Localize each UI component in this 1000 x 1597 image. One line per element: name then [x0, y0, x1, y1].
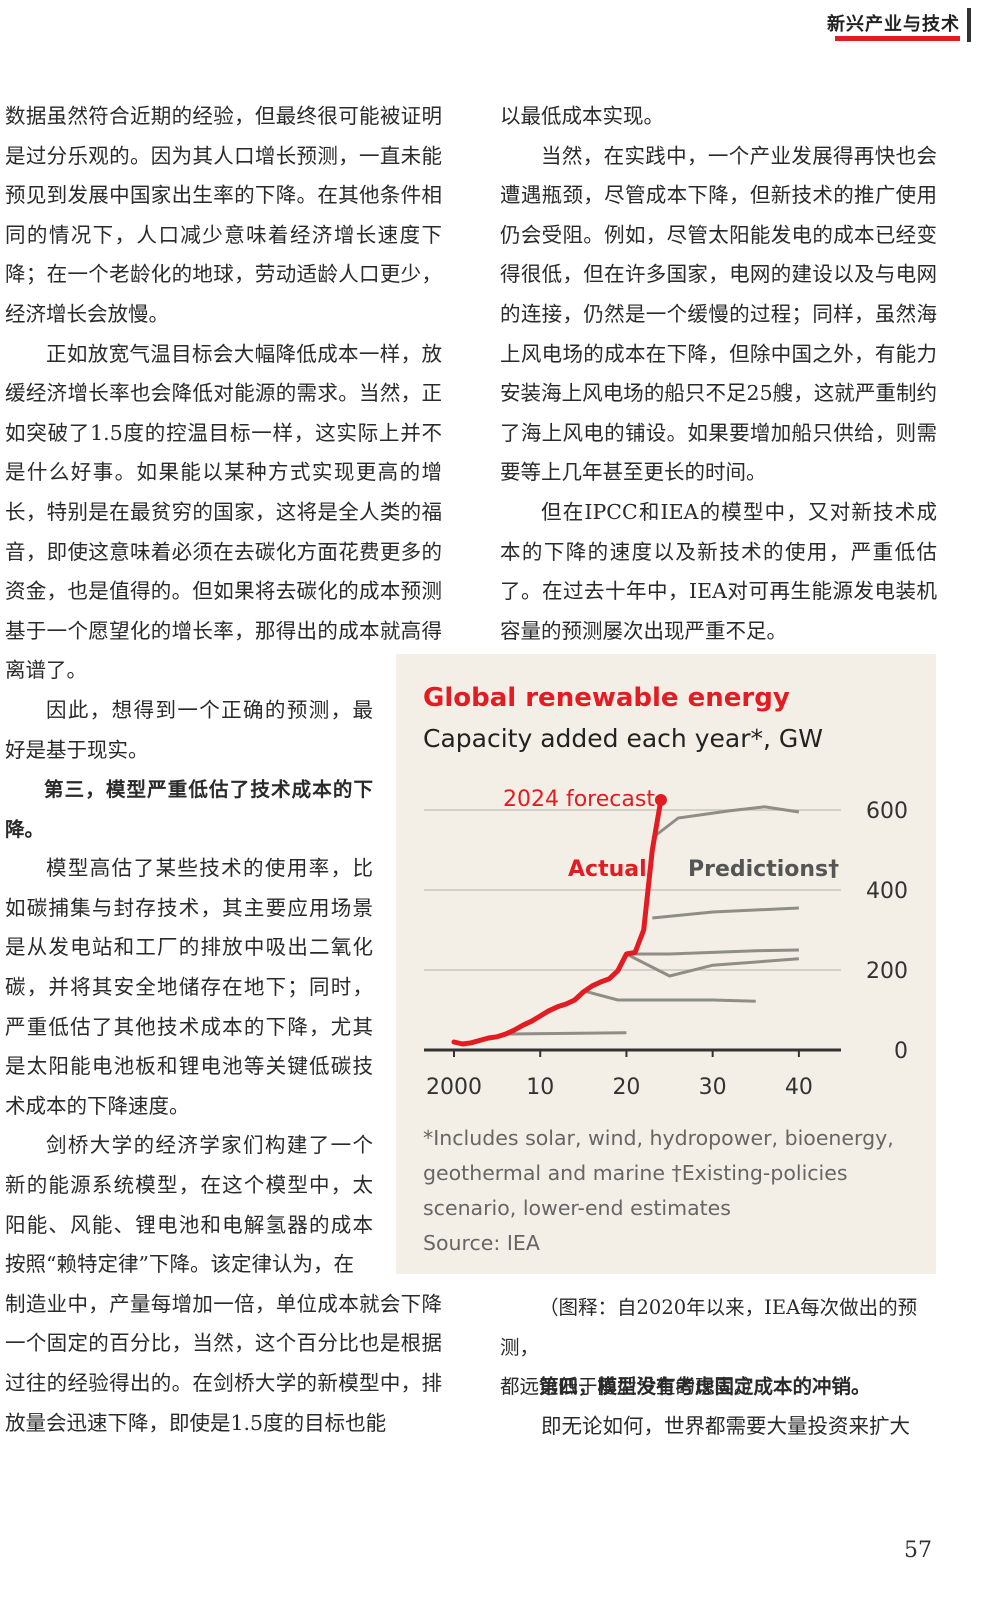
right-paragraph-1: 以最低成本实现。: [500, 104, 664, 128]
left-paragraph-5a: 剑桥大学的经济学家们构建了一个新的能源系统模型，在这个模型中，太阳能、风能、锂电…: [5, 1133, 373, 1277]
prediction-line-2015: [582, 989, 756, 1003]
actual-point: [546, 1008, 552, 1013]
header-accent-bar: [835, 36, 960, 41]
right-paragraph-4: 即无论如何，世界都需要大量投资来扩大: [541, 1413, 910, 1438]
left-paragraph-1: 数据虽然符合近期的经验，但最终很可能被证明是过分乐观的。因为其人口增长预测，一直…: [5, 104, 442, 326]
actual-point: [607, 976, 612, 981]
chart-source: Source: IEA: [423, 1231, 540, 1255]
figure-caption: （图释：自2020年以来，IEA每次做出的预测， 都远远低于随后发生的现实。）: [500, 1288, 940, 1407]
x-tick-label: 2000: [426, 1075, 482, 1100]
actual-point: [572, 997, 577, 1003]
section-header: 新兴产业与技术: [827, 14, 960, 35]
x-tick-label: 40: [785, 1075, 813, 1100]
actual-point: [563, 1001, 569, 1007]
prediction-line-2006: [505, 1031, 627, 1036]
prediction-line-2023a: [652, 906, 799, 920]
chart-subtitle: Capacity added each year*, GW: [423, 724, 823, 753]
chart-footnote: *Includes solar, wind, hydropower, bioen…: [423, 1126, 900, 1220]
actual-point: [615, 968, 621, 973]
left-paragraph-5b: 制造业中，产量每增加一倍，单位成本就会下降一个固定的百分比，当然，这个百分比也是…: [5, 1291, 442, 1435]
y-tick-label: 400: [866, 879, 908, 904]
actual-point: [477, 1038, 483, 1043]
actual-point: [529, 1019, 534, 1024]
actual-point: [520, 1023, 526, 1028]
x-tick-label: 30: [699, 1075, 727, 1100]
y-tick-label: 200: [866, 959, 908, 984]
x-tick-label: 10: [526, 1075, 554, 1100]
header-divider: [967, 8, 971, 42]
right-column: 以最低成本实现。 当然，在实践中，一个产业发展得再快也会遭遇瓶颈，尽管成本下降，…: [500, 97, 937, 651]
actual-point: [451, 1039, 457, 1045]
actual-point: [555, 1004, 560, 1009]
y-tick-label: 600: [866, 799, 908, 824]
left-paragraph-2: 正如放宽气温目标会大幅降低成本一样，放缓经济增长率也会降低对能源的需求。当然，正…: [5, 341, 442, 683]
page-number: 57: [904, 1538, 932, 1563]
actual-point: [650, 847, 655, 853]
predictions-label: Predictions†: [688, 857, 839, 882]
section-heading-3: 第三，模型严重低估了技术成本的下降。: [5, 778, 373, 841]
actual-point: [624, 951, 629, 957]
forecast-point-2024: [654, 794, 667, 806]
actual-point: [538, 1013, 543, 1019]
y-tick-label: 0: [894, 1039, 908, 1064]
actual-point: [581, 989, 586, 995]
actual-point: [460, 1041, 465, 1047]
caption-line-2: 都远远低于随后发生的现实。）: [500, 1375, 764, 1399]
actual-point: [589, 983, 595, 989]
section-heading-4: 第四，模型没有考虑固定成本的冲销。: [539, 1375, 871, 1398]
actual-point: [503, 1031, 508, 1037]
prediction-line-2020b: [626, 948, 799, 956]
actual-label: Actual: [568, 857, 647, 882]
actual-point: [494, 1034, 500, 1039]
actual-point: [486, 1035, 491, 1041]
forecast-label: 2024 forecast: [503, 787, 655, 812]
renewable-capacity-chart: 0 200 400 600 2000 10 20 30 40 Global renewable …: [396, 654, 936, 1274]
right-column-tail: 第四，模型没有考虑固定成本的冲销。 即无论如何，世界都需要大量投资来扩大: [500, 1367, 937, 1446]
actual-point: [469, 1040, 474, 1045]
left-paragraph-3: 因此，想得到一个正确的预测，最好是基于现实。: [5, 697, 373, 762]
actual-point: [598, 979, 603, 985]
left-paragraph-4: 模型高估了某些技术的使用率，比如碳捕集与封存技术，其主要应用场景是从发电站和工厂…: [5, 856, 373, 1118]
chart-title: Global renewable energy: [423, 683, 790, 713]
right-paragraph-2: 当然，在实践中，一个产业发展得再快也会遭遇瓶颈，尽管成本下降，但新技术的推广使用…: [500, 143, 937, 485]
x-tick-label: 20: [612, 1075, 640, 1100]
left-column: 数据虽然符合近期的经验，但最终很可能被证明是过分乐观的。因为其人口增长预测，一直…: [5, 97, 442, 1443]
actual-point: [641, 927, 646, 933]
actual-point: [632, 950, 638, 955]
prediction-line-2023b: [651, 805, 800, 840]
caption-line-1: （图释：自2020年以来，IEA每次做出的预测，: [500, 1296, 918, 1359]
actual-point: [512, 1027, 517, 1033]
prediction-line-2020a: [625, 952, 800, 978]
right-paragraph-3: 但在IPCC和IEA的模型中，又对新技术成本的下降的速度以及新技术的使用，严重低…: [500, 499, 937, 643]
